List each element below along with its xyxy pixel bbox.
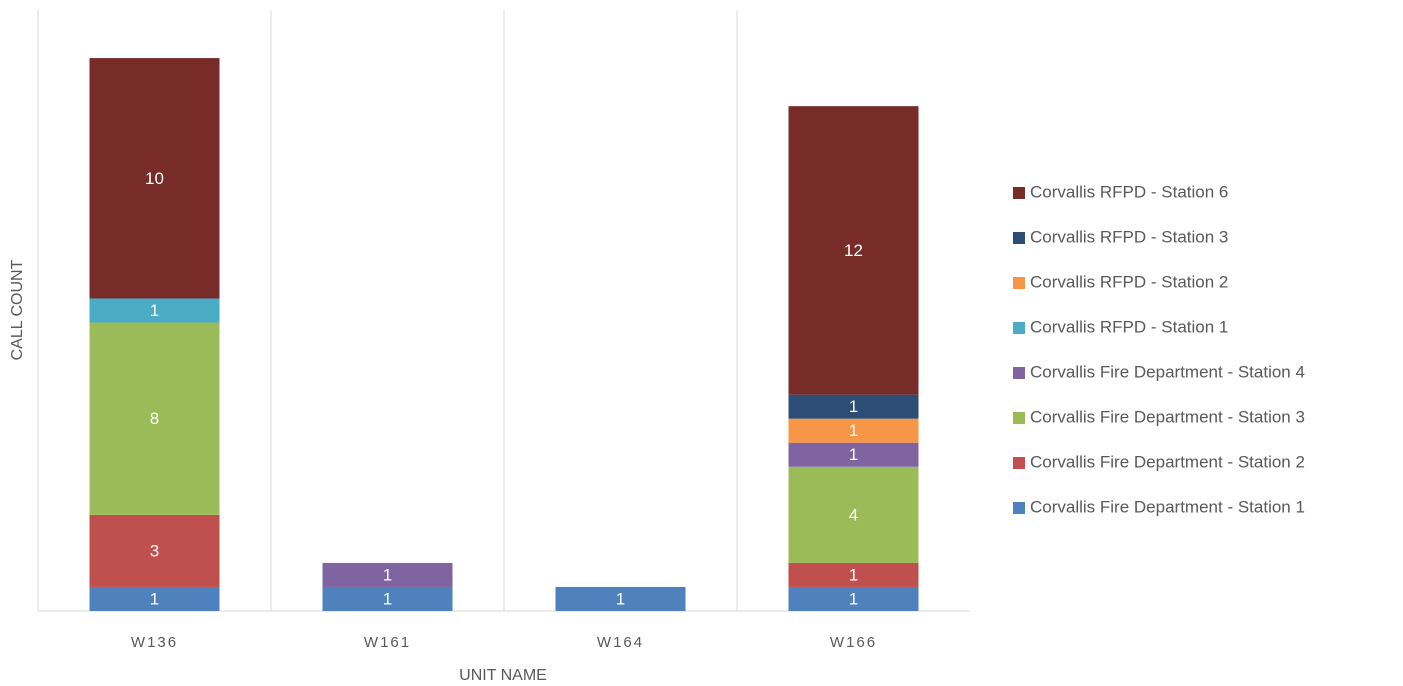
- data-label: 1: [849, 445, 858, 464]
- bar-segment: [788, 442, 919, 467]
- legend-swatch: [1013, 277, 1025, 289]
- data-label: 4: [849, 505, 858, 524]
- bar-segment: [555, 586, 686, 611]
- data-label: 12: [844, 241, 863, 260]
- legend-label: Corvallis RFPD - Station 1: [1030, 317, 1228, 336]
- bar-segment: [788, 562, 919, 587]
- bar-segment: [89, 298, 220, 323]
- x-tick-label: W161: [364, 634, 411, 651]
- bar-segment: [322, 562, 453, 587]
- data-label: 1: [150, 301, 159, 320]
- data-label: 1: [616, 589, 625, 608]
- legend-label: Corvallis RFPD - Station 6: [1030, 182, 1228, 201]
- bar-segment: [788, 106, 919, 395]
- legend-label: Corvallis RFPD - Station 2: [1030, 272, 1228, 291]
- legend-label: Corvallis Fire Department - Station 1: [1030, 497, 1305, 516]
- bar-segment: [89, 322, 220, 515]
- legend-swatch: [1013, 457, 1025, 469]
- legend-swatch: [1013, 322, 1025, 334]
- legend-swatch: [1013, 187, 1025, 199]
- bar-segment: [89, 58, 220, 299]
- x-tick-label: W136: [131, 634, 178, 651]
- bar-segment: [322, 586, 453, 611]
- bar-segment: [89, 586, 220, 611]
- x-tick-label: W166: [830, 634, 877, 651]
- bar-segment: [89, 514, 220, 587]
- legend-swatch: [1013, 412, 1025, 424]
- bar-segment: [788, 394, 919, 419]
- x-tick-label: W164: [597, 634, 644, 651]
- legend-label: Corvallis Fire Department - Station 3: [1030, 407, 1305, 426]
- data-label: 1: [849, 565, 858, 584]
- data-label: 1: [383, 589, 392, 608]
- data-label: 1: [849, 589, 858, 608]
- legend-label: Corvallis RFPD - Station 3: [1030, 227, 1228, 246]
- data-label: 1: [150, 589, 159, 608]
- data-label: 1: [849, 397, 858, 416]
- data-label: 3: [150, 541, 159, 560]
- legend-swatch: [1013, 367, 1025, 379]
- y-axis-label: CALL COUNT: [9, 259, 26, 360]
- legend-swatch: [1013, 502, 1025, 514]
- bar-segment: [788, 586, 919, 611]
- data-label: 10: [145, 169, 164, 188]
- x-axis-label: UNIT NAME: [459, 667, 547, 684]
- data-label: 8: [150, 409, 159, 428]
- bar-segment: [788, 466, 919, 563]
- legend-swatch: [1013, 232, 1025, 244]
- data-label: 1: [383, 565, 392, 584]
- data-label: 1: [849, 421, 858, 440]
- legend-label: Corvallis Fire Department - Station 4: [1030, 362, 1305, 381]
- bar-segment: [788, 418, 919, 443]
- legend-label: Corvallis Fire Department - Station 2: [1030, 452, 1305, 471]
